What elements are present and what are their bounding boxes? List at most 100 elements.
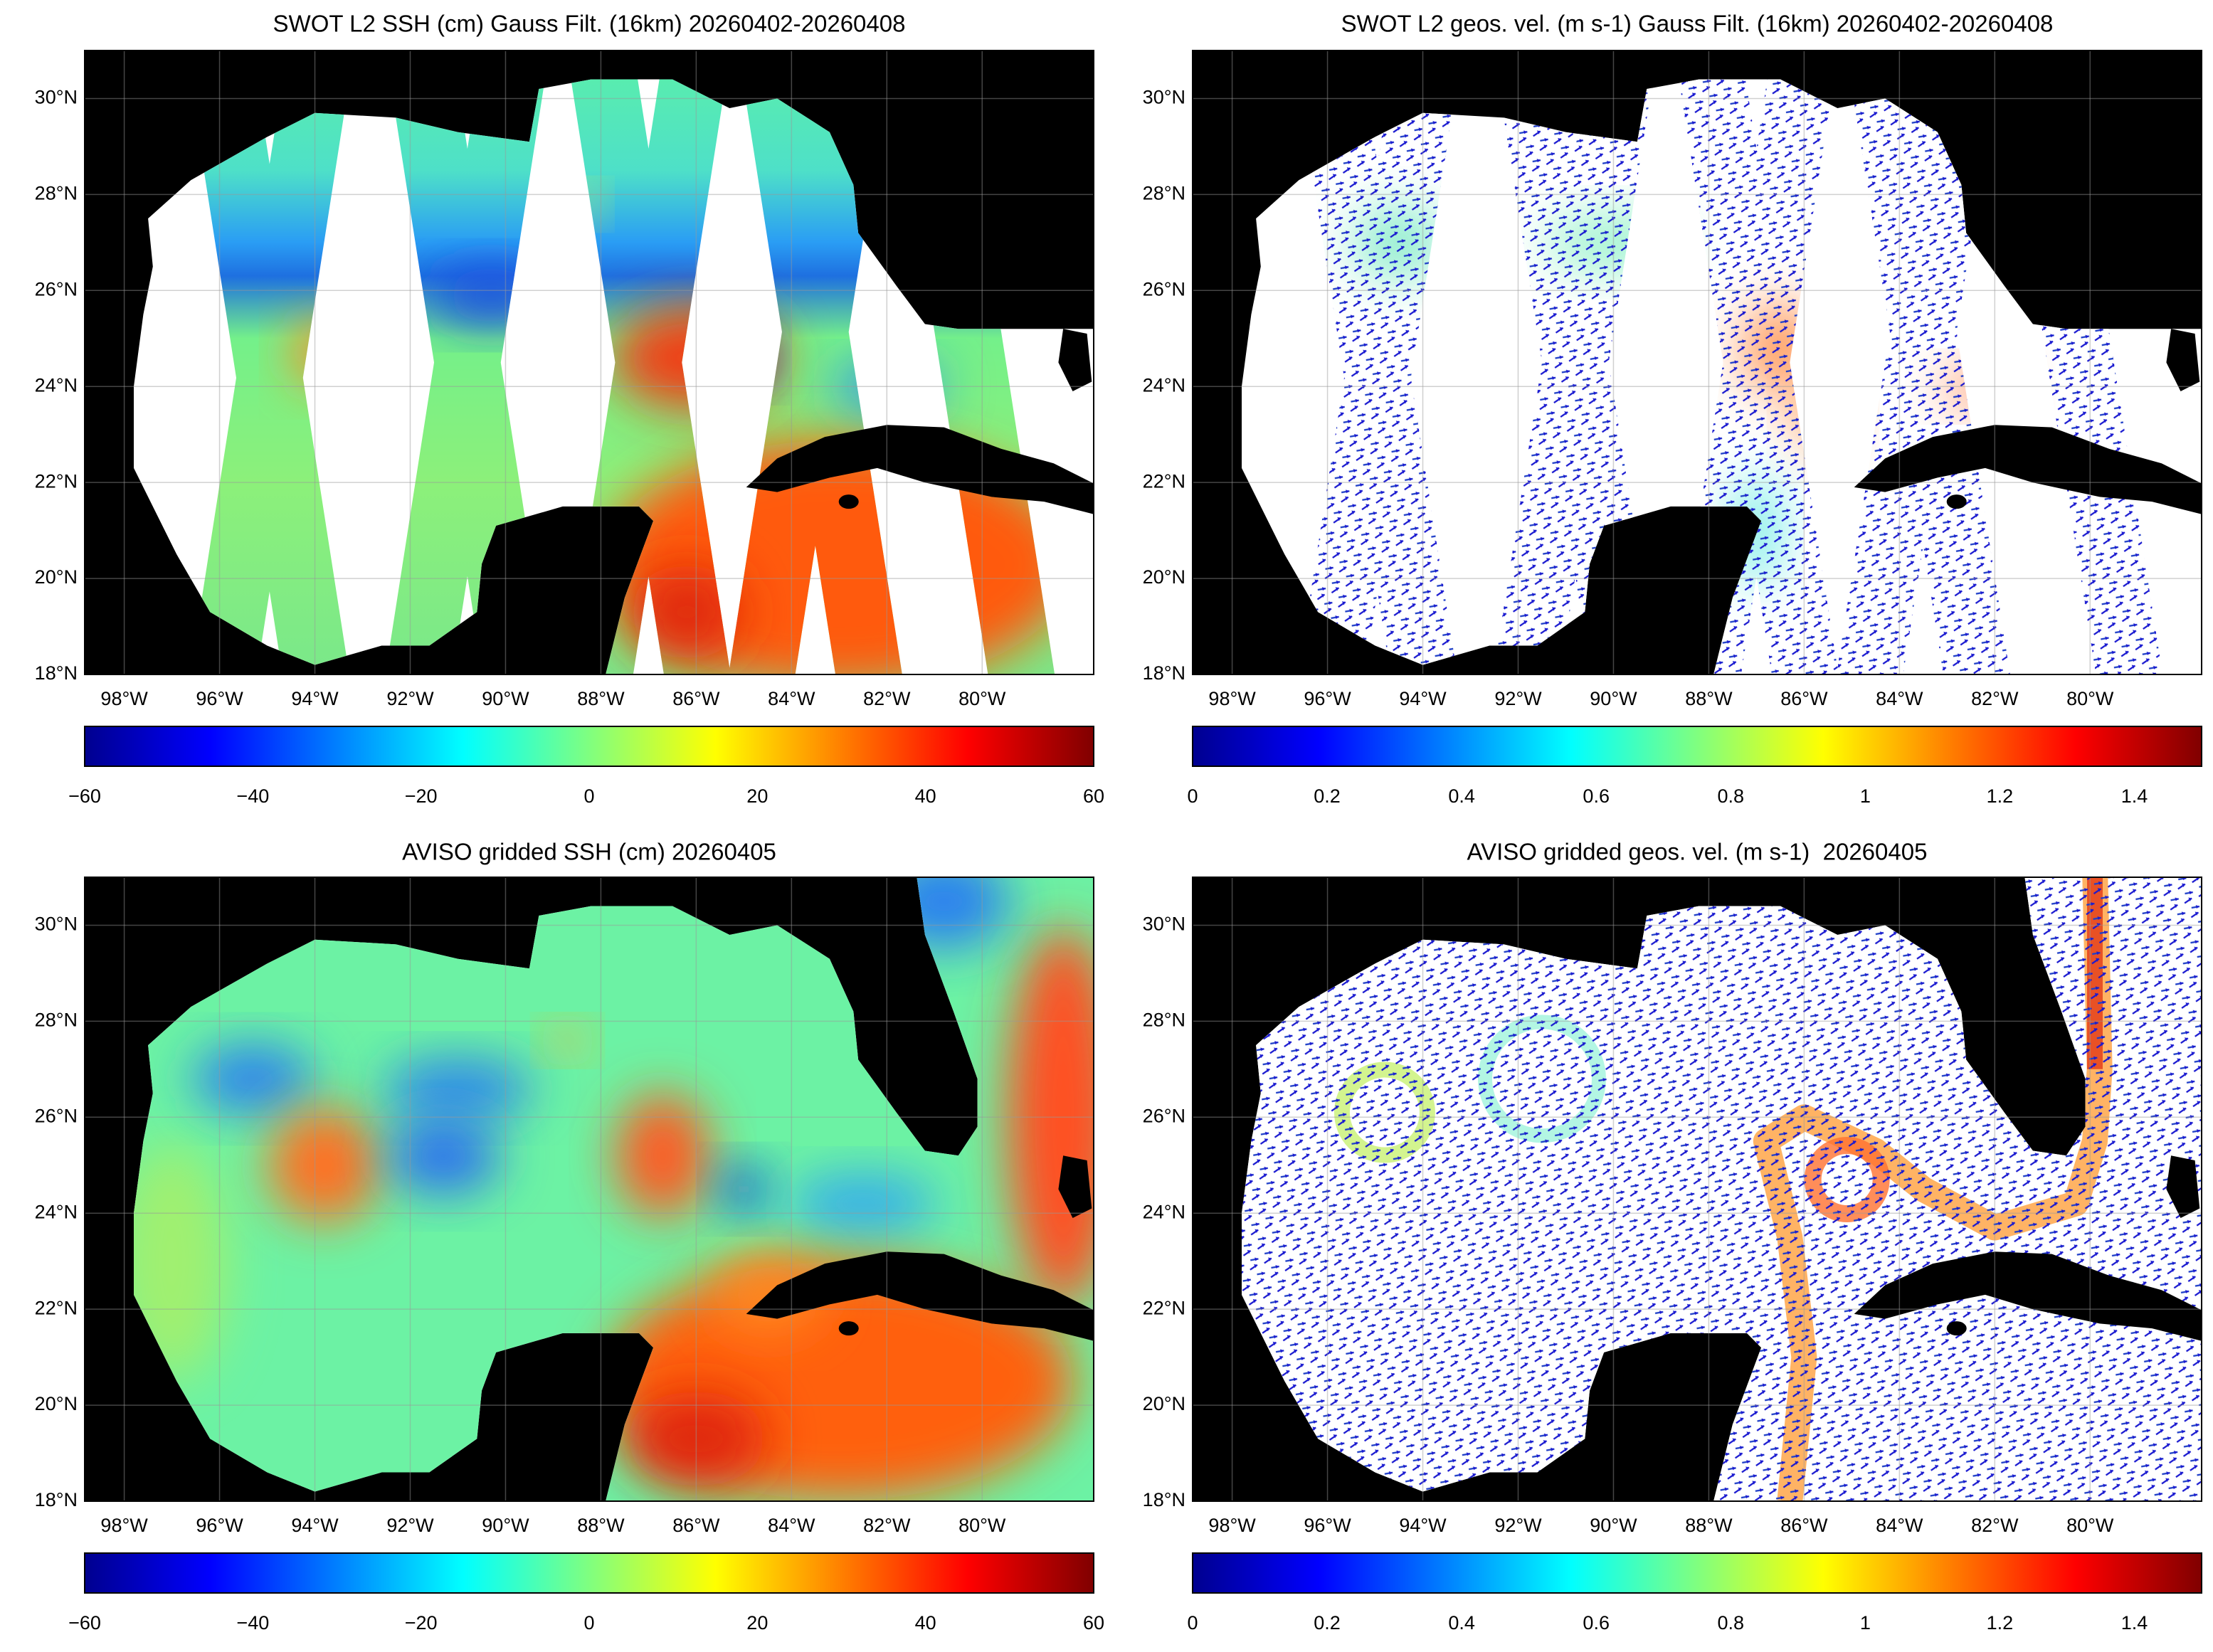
x-tick-label: 96°W	[196, 1515, 243, 1536]
x-tick-label: 90°W	[1590, 1515, 1637, 1536]
colorbar-tick-label: 20	[746, 1612, 768, 1634]
land	[1854, 1251, 2202, 1341]
field-blob	[268, 1108, 381, 1223]
colorbar	[1192, 1552, 2202, 1594]
colorbar-tick-label: 0	[583, 1612, 594, 1634]
land	[838, 494, 859, 509]
map-area	[85, 51, 1094, 674]
y-tick-label: 28°N	[1143, 1010, 1185, 1031]
y-tick-label: 24°N	[1143, 1201, 1185, 1222]
field-blob	[382, 1059, 534, 1118]
field-blob	[191, 1045, 315, 1113]
x-tick-label: 80°W	[958, 1515, 1006, 1536]
x-tick-label: 84°W	[1876, 1515, 1923, 1536]
y-tick-label: 30°N	[1143, 87, 1185, 108]
y-tick-label: 20°N	[1143, 1393, 1185, 1414]
field-blob	[387, 1117, 500, 1194]
axes-frame	[1192, 877, 2202, 1502]
colorbar-tick-label: 0	[1187, 1612, 1198, 1634]
colorbar-tick-label: 0.8	[1717, 785, 1744, 807]
colorbar-tick-label: 0.2	[1314, 785, 1341, 807]
colorbar-tick-label: 1	[1860, 785, 1871, 807]
colorbar-tick-label: 0	[1187, 785, 1198, 807]
x-tick-label: 92°W	[1494, 1515, 1542, 1536]
y-tick-label: 20°N	[35, 1393, 78, 1414]
colorbar-tick-label: −40	[236, 1612, 269, 1634]
map-area	[1193, 877, 2202, 1501]
colorbar-tick-label: 0.4	[1448, 1612, 1475, 1634]
land	[1946, 494, 1967, 509]
colorbar-tick-label: 0.6	[1583, 785, 1610, 807]
colorbar-tick-label: 1.4	[2121, 1612, 2148, 1634]
land	[2166, 329, 2200, 391]
x-tick-label: 98°W	[1208, 1515, 1256, 1536]
x-tick-label: 88°W	[1685, 1515, 1733, 1536]
land	[1946, 1321, 1967, 1336]
colorbar-tick-label: 0.4	[1448, 785, 1475, 807]
colorbar	[1192, 726, 2202, 767]
panel-title: SWOT L2 geos. vel. (m s-1) Gauss Filt. (…	[1341, 11, 2054, 37]
y-tick-label: 24°N	[1143, 374, 1185, 396]
x-tick-label: 98°W	[100, 1515, 148, 1536]
x-tick-label: 86°W	[1780, 688, 1828, 709]
x-tick-label: 82°W	[1971, 688, 2019, 709]
x-tick-label: 86°W	[1780, 1515, 1828, 1536]
map-panel: AVISO gridded geos. vel. (m s-1) 2026040…	[1143, 839, 2202, 1634]
x-tick-label: 94°W	[291, 688, 339, 709]
x-tick-label: 80°W	[2066, 1515, 2114, 1536]
x-tick-label: 84°W	[768, 1515, 815, 1536]
colorbar-tick-label: −20	[405, 785, 438, 807]
land	[1058, 1155, 1092, 1218]
x-tick-label: 86°W	[672, 1515, 720, 1536]
colorbar-tick-label: 40	[915, 1612, 936, 1634]
y-tick-label: 18°N	[1143, 1489, 1185, 1510]
colorbar-tick-label: 60	[1083, 1612, 1104, 1634]
colorbar-tick-label: 0	[583, 785, 594, 807]
x-tick-label: 98°W	[1208, 688, 1256, 709]
y-tick-label: 18°N	[35, 1489, 78, 1510]
x-tick-label: 92°W	[386, 1515, 434, 1536]
colorbar	[84, 726, 1094, 767]
panel-title: AVISO gridded SSH (cm) 20260405	[402, 839, 776, 865]
x-tick-label: 96°W	[196, 688, 243, 709]
y-tick-label: 22°N	[35, 1297, 78, 1318]
colorbar-tick-label: −60	[68, 785, 101, 807]
x-tick-label: 88°W	[577, 1515, 625, 1536]
x-tick-label: 96°W	[1304, 1515, 1351, 1536]
y-tick-label: 26°N	[1143, 1105, 1185, 1126]
y-tick-label: 22°N	[35, 470, 78, 492]
axes-frame	[1192, 50, 2202, 675]
field-blob	[616, 1094, 710, 1218]
axes-frame	[84, 50, 1094, 675]
y-tick-label: 28°N	[35, 1010, 78, 1031]
land	[838, 1321, 859, 1336]
panel-title: SWOT L2 SSH (cm) Gauss Filt. (16km) 2026…	[273, 11, 906, 37]
colorbar-tick-label: 0.2	[1314, 1612, 1341, 1634]
x-tick-label: 84°W	[1876, 688, 1923, 709]
x-tick-label: 88°W	[1685, 688, 1733, 709]
colorbar-tick-label: 20	[746, 785, 768, 807]
colorbar-tick-label: 0.8	[1717, 1612, 1744, 1634]
x-tick-label: 80°W	[958, 688, 1006, 709]
y-tick-label: 24°N	[35, 374, 78, 396]
y-tick-label: 24°N	[35, 1201, 78, 1222]
x-tick-label: 82°W	[1971, 1515, 2019, 1536]
y-tick-label: 30°N	[1143, 914, 1185, 935]
colorbar-tick-label: 1.4	[2121, 785, 2148, 807]
x-tick-label: 82°W	[863, 1515, 911, 1536]
y-tick-label: 30°N	[35, 914, 78, 935]
map-panel: SWOT L2 SSH (cm) Gauss Filt. (16km) 2026…	[35, 11, 1104, 807]
x-tick-label: 86°W	[672, 688, 720, 709]
y-tick-label: 22°N	[1143, 1297, 1185, 1318]
axes-frame	[84, 877, 1094, 1502]
x-tick-label: 98°W	[100, 688, 148, 709]
x-tick-label: 96°W	[1304, 688, 1351, 709]
colorbar-tick-label: 0.6	[1583, 1612, 1610, 1634]
y-tick-label: 26°N	[35, 278, 78, 300]
x-tick-label: 84°W	[768, 688, 815, 709]
x-tick-label: 90°W	[1590, 688, 1637, 709]
land	[2166, 1155, 2200, 1218]
field-blob	[1006, 926, 1094, 1308]
colorbar-tick-label: 40	[915, 785, 936, 807]
